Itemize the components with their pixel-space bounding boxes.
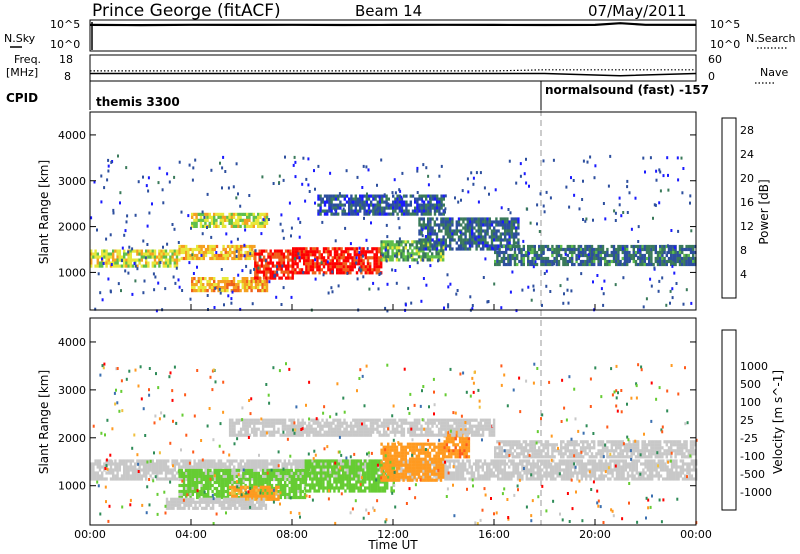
- power-colorbar-tick: 20: [740, 172, 754, 185]
- power-band: [178, 244, 256, 261]
- velocity-colorbar-tick: 25: [740, 414, 754, 427]
- nsky-label: N.Sky: [4, 32, 36, 45]
- freq-line: [90, 72, 697, 77]
- power-band: [418, 217, 520, 251]
- power-band: [90, 249, 181, 268]
- nsky-panel-frame: [89, 19, 697, 52]
- power-yticks: 1000 2000 3000 4000: [58, 129, 696, 279]
- power-y-tick-label: 1000: [58, 266, 86, 279]
- nsearch-tick-low: 10^0: [710, 38, 740, 51]
- velocity-colorbar-label: Velocity [m s^-1]: [771, 370, 785, 474]
- velocity-colorbar-tick: -1000: [740, 486, 772, 499]
- nsearch-label: N.Search: [746, 32, 796, 45]
- time-tick-label: 00:00: [680, 528, 712, 541]
- power-colorbar-tick: 28: [740, 124, 754, 137]
- velocity-ylabel: Slant Range [km]: [37, 370, 51, 474]
- velocity-colorbar-tick: -500: [740, 468, 765, 481]
- time-tick-label: 16:00: [478, 528, 510, 541]
- station-title: Prince George (fitACF): [92, 1, 281, 21]
- power-colorbar-tick: 16: [740, 196, 754, 209]
- power-colorbar: 4 8 12 16 20 24 28: [721, 117, 754, 299]
- velocity-band: [228, 418, 496, 437]
- freq-panel-frame: [89, 54, 697, 82]
- freq-unit-label: [MHz]: [6, 66, 38, 79]
- freq-tick-low: 8: [64, 70, 71, 83]
- freq-label: Freq.: [14, 53, 41, 66]
- velocity-colorbar-tick: 1000: [740, 360, 768, 373]
- time-tick-label: 20:00: [579, 528, 611, 541]
- nsky-tick-high: 10^5: [50, 18, 80, 31]
- velocity-colorbar-tick: -25: [740, 432, 758, 445]
- freq-series: [90, 69, 697, 77]
- velocity-heatmap: [90, 362, 698, 526]
- cpid-label: CPID: [6, 91, 38, 105]
- velocity-band: [494, 440, 697, 459]
- nave-tick-high: 60: [708, 53, 722, 66]
- time-tick-label: 08:00: [276, 528, 308, 541]
- power-colorbar-tick: 12: [740, 220, 754, 233]
- velocity-colorbar-tick: -100: [740, 450, 765, 463]
- power-y-tick-label: 2000: [58, 221, 86, 234]
- nave-tick-low: 0: [708, 70, 715, 83]
- cpid-mode-1: themis 3300: [96, 95, 180, 109]
- power-band: [494, 244, 697, 267]
- nsky-tick-low: 10^0: [50, 38, 80, 51]
- time-tick-label: 04:00: [175, 528, 207, 541]
- power-colorbar-tick: 4: [740, 268, 747, 281]
- power-scatter-noise: [90, 154, 693, 313]
- velocity-y-tick-label: 4000: [58, 336, 86, 349]
- velocity-scatter-noise: [92, 362, 698, 526]
- velocity-band: [165, 497, 268, 510]
- power-colorbar-label: Power [dB]: [757, 179, 771, 244]
- velocity-colorbar: -1000 -500 -100 -25 25 100 500 1000: [721, 329, 772, 511]
- date-label: 07/May/2011: [588, 2, 686, 20]
- power-ylabel: Slant Range [km]: [37, 160, 51, 264]
- beam-label: Beam 14: [355, 2, 422, 20]
- power-y-tick-label: 4000: [58, 129, 86, 142]
- power-band: [191, 212, 269, 228]
- velocity-colorbar-tick: 100: [740, 396, 761, 409]
- nave-label: Nave: [760, 66, 788, 79]
- power-band: [292, 247, 383, 275]
- velocity-yticks: 1000 2000 3000 4000: [58, 336, 696, 493]
- power-y-tick-label: 3000: [58, 175, 86, 188]
- velocity-y-tick-label: 1000: [58, 480, 86, 493]
- power-heatmap: [90, 154, 697, 313]
- power-band: [191, 277, 269, 293]
- velocity-y-tick-label: 2000: [58, 432, 86, 445]
- power-colorbar-tick: 24: [740, 148, 754, 161]
- nsky-line: [89, 22, 697, 27]
- velocity-band: [380, 442, 445, 482]
- nsky-series: [89, 22, 697, 50]
- velocity-band: [228, 485, 280, 501]
- nave-line: [90, 69, 696, 72]
- velocity-colorbar-tick: 500: [740, 378, 761, 391]
- time-tick-label: 00:00: [74, 528, 106, 541]
- time-axis-label: Time UT: [367, 538, 418, 552]
- power-band: [254, 249, 294, 280]
- cpid-mode-2: normalsound (fast) -157: [545, 83, 709, 97]
- power-colorbar-tick: 8: [740, 244, 747, 257]
- nsearch-tick-high: 10^5: [710, 18, 740, 31]
- time-tick-label: 12:00: [377, 528, 409, 541]
- freq-tick-high: 18: [59, 53, 73, 66]
- time-axis-ticks: 00:00 04:00 08:00 12:00 16:00 20:00 00:00: [74, 304, 712, 541]
- velocity-y-tick-label: 3000: [58, 384, 86, 397]
- power-band: [317, 194, 445, 216]
